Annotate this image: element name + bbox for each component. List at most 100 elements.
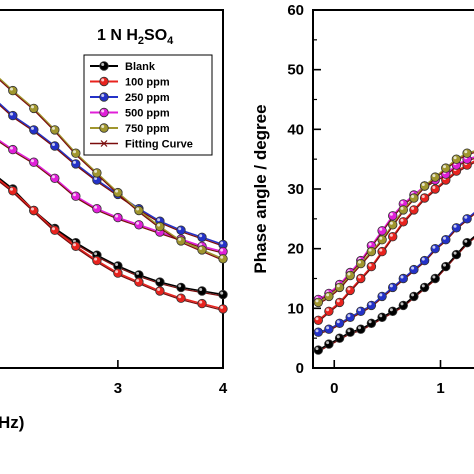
left-point-highlight-100-ppm-2 [31, 207, 34, 211]
left-point-highlight-100-ppm-5 [94, 257, 98, 261]
right-point-blank-14 [462, 237, 472, 248]
left-point-100-ppm-11 [218, 304, 228, 314]
right-point-highlight-250-ppm-3 [347, 314, 351, 318]
left-point-highlight-250-ppm-1 [10, 112, 13, 116]
left-point-500-ppm-3 [50, 173, 60, 184]
legend-box [83, 54, 213, 156]
left-point-blank-9 [176, 282, 186, 293]
right-point-100-ppm-0 [313, 315, 324, 326]
left-point-highlight-250-ppm-3 [52, 143, 55, 146]
right-point-blank-12 [441, 261, 451, 272]
right-point-100-ppm-5 [366, 261, 377, 272]
right-point-100-ppm-1 [324, 306, 334, 317]
left-point-highlight-500-ppm-2 [31, 159, 34, 163]
left-point-500-ppm-5 [92, 203, 102, 214]
right-point-highlight-250-ppm-6 [379, 293, 383, 297]
right-y-tick-label-6: 60 [287, 2, 304, 19]
legend-label-fitting-curve: Fitting Curve [125, 139, 193, 151]
left-point-highlight-blank-7 [136, 271, 140, 275]
left-point-250-ppm-9 [176, 225, 186, 235]
left-point-highlight-500-ppm-3 [52, 175, 55, 179]
right-point-highlight-250-ppm-0 [315, 329, 319, 333]
right-point-highlight-blank-8 [400, 302, 404, 306]
right-point-100-ppm-2 [334, 297, 345, 308]
left-point-750-ppm-9 [176, 236, 186, 246]
right-point-highlight-blank-3 [347, 329, 351, 333]
legend-marker-500-ppm [99, 107, 109, 118]
right-point-blank-5 [366, 318, 377, 329]
legend-item-100-ppm: 100 ppm [90, 77, 170, 89]
right-point-highlight-blank-2 [336, 335, 340, 339]
right-point-highlight-100-ppm-4 [358, 275, 361, 279]
left-point-250-ppm-4 [71, 159, 81, 169]
right-point-highlight-100-ppm-9 [411, 206, 415, 210]
right-point-highlight-blank-9 [411, 293, 415, 297]
left-point-highlight-500-ppm-7 [136, 221, 140, 225]
left-series-500-ppm [0, 139, 228, 257]
right-point-highlight-250-ppm-8 [400, 275, 404, 279]
left-point-blank-11 [218, 289, 228, 300]
right-point-highlight-100-ppm-1 [326, 308, 330, 312]
left-point-highlight-750-ppm-5 [94, 169, 98, 173]
left-line-blank [0, 177, 224, 296]
right-point-100-ppm-8 [398, 217, 409, 227]
electrolyte-annotation: 1 N H2SO4 [97, 27, 174, 47]
legend-marker-250-ppm [99, 92, 109, 102]
right-point-highlight-250-ppm-2 [336, 320, 340, 324]
right-point-highlight-250-ppm-9 [411, 266, 415, 270]
left-point-highlight-750-ppm-4 [73, 150, 76, 154]
left-fit-500-ppm [0, 141, 224, 254]
left-x-tick-label-0: 3 [114, 380, 122, 397]
left-point-100-ppm-6 [113, 268, 123, 278]
right-point-highlight-750-ppm-10 [421, 183, 425, 186]
left-point-highlight-750-ppm-2 [31, 105, 34, 109]
left-point-750-ppm-10 [197, 245, 207, 255]
right-point-blank-11 [430, 273, 440, 284]
legend-label-blank: Blank [125, 61, 156, 73]
legend-marker-blank [99, 61, 109, 71]
left-point-highlight-750-ppm-10 [199, 246, 203, 250]
right-point-100-ppm-7 [388, 231, 398, 242]
right-point-highlight-blank-7 [389, 308, 393, 312]
left-point-highlight-750-ppm-9 [178, 237, 182, 241]
right-point-750-ppm-7 [388, 220, 398, 230]
right-point-highlight-250-ppm-11 [432, 245, 436, 249]
left-point-highlight-100-ppm-7 [136, 279, 140, 283]
left-plot-frame [0, 9, 224, 369]
right-point-highlight-blank-0 [315, 347, 319, 351]
legend-item-blank: Blank [90, 61, 156, 73]
right-point-250-ppm-10 [419, 255, 430, 266]
right-point-highlight-250-ppm-5 [368, 302, 372, 306]
legend-cross-fitting-curve [100, 140, 108, 147]
right-point-highlight-100-ppm-8 [400, 218, 404, 222]
left-point-highlight-100-ppm-4 [73, 243, 76, 247]
left-fit-blank [0, 179, 224, 297]
right-point-blank-6 [377, 312, 387, 323]
legend: Blank 100 ppm 250 ppm 500 ppm 750 ppm Fitting… [83, 54, 213, 156]
left-series-group [0, 77, 228, 314]
right-point-highlight-750-ppm-14 [464, 150, 468, 154]
left-point-highlight-500-ppm-1 [10, 146, 13, 150]
right-point-highlight-100-ppm-5 [368, 263, 372, 267]
right-point-highlight-blank-4 [358, 326, 361, 330]
right-point-250-ppm-11 [430, 243, 440, 254]
right-point-highlight-500-ppm-6 [379, 227, 383, 231]
left-point-highlight-250-ppm-11 [220, 241, 224, 245]
right-point-750-ppm-9 [409, 193, 419, 203]
left-point-highlight-500-ppm-4 [73, 193, 76, 197]
right-point-750-ppm-1 [324, 291, 334, 302]
right-point-highlight-750-ppm-12 [443, 165, 446, 169]
left-point-highlight-750-ppm-6 [115, 189, 119, 193]
right-y-tick-label-5: 50 [287, 62, 304, 79]
right-point-750-ppm-4 [356, 258, 366, 269]
right-point-100-ppm-3 [345, 285, 355, 296]
right-point-highlight-750-ppm-5 [368, 248, 372, 252]
left-point-highlight-100-ppm-9 [178, 295, 182, 299]
legend-label-100-ppm: 100 ppm [125, 77, 170, 89]
right-y-tick-label-0: 0 [296, 360, 304, 377]
annotation-sub-2: 2 [138, 35, 144, 47]
legend-item-fitting-curve: Fitting Curve [90, 139, 193, 151]
